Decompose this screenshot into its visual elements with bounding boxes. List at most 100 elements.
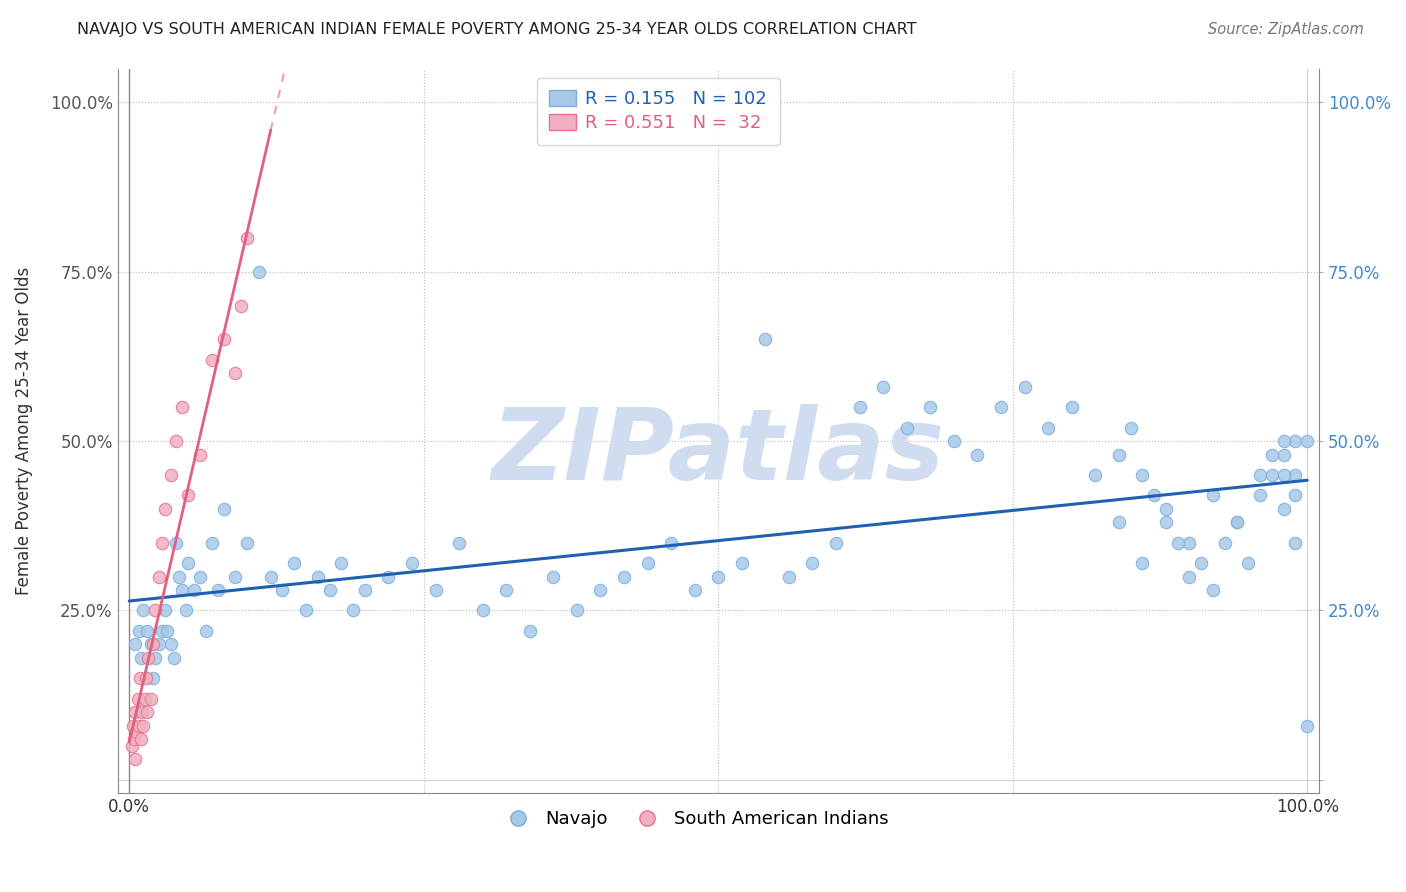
Y-axis label: Female Poverty Among 25-34 Year Olds: Female Poverty Among 25-34 Year Olds bbox=[15, 267, 32, 595]
Point bbox=[1284, 434, 1306, 449]
Point bbox=[1119, 420, 1142, 434]
Point bbox=[1036, 420, 1059, 434]
Point bbox=[613, 569, 636, 583]
Point bbox=[1261, 467, 1284, 482]
Point bbox=[159, 637, 181, 651]
Point bbox=[942, 434, 965, 449]
Point bbox=[1225, 516, 1247, 530]
Point bbox=[589, 583, 612, 598]
Point bbox=[174, 603, 197, 617]
Point bbox=[896, 420, 918, 434]
Point bbox=[377, 569, 399, 583]
Point bbox=[172, 401, 194, 415]
Point bbox=[163, 651, 186, 665]
Point bbox=[165, 535, 187, 549]
Point bbox=[1249, 488, 1271, 502]
Point bbox=[801, 556, 824, 570]
Point bbox=[188, 569, 211, 583]
Point bbox=[207, 583, 229, 598]
Point bbox=[1202, 488, 1225, 502]
Point bbox=[136, 705, 159, 719]
Point bbox=[132, 603, 155, 617]
Point bbox=[165, 434, 187, 449]
Point bbox=[125, 725, 148, 739]
Point bbox=[731, 556, 754, 570]
Point bbox=[495, 583, 517, 598]
Point bbox=[139, 691, 162, 706]
Point bbox=[966, 448, 988, 462]
Point bbox=[121, 739, 143, 753]
Point bbox=[128, 624, 150, 638]
Point bbox=[177, 556, 200, 570]
Point bbox=[124, 705, 146, 719]
Point bbox=[565, 603, 588, 617]
Point bbox=[129, 651, 152, 665]
Point bbox=[159, 467, 181, 482]
Point bbox=[1213, 535, 1236, 549]
Point bbox=[1178, 569, 1201, 583]
Legend: Navajo, South American Indians: Navajo, South American Indians bbox=[492, 803, 896, 835]
Point bbox=[778, 569, 800, 583]
Point bbox=[1014, 380, 1036, 394]
Point bbox=[449, 535, 471, 549]
Point bbox=[194, 624, 217, 638]
Point bbox=[1154, 501, 1177, 516]
Point bbox=[224, 569, 246, 583]
Point bbox=[128, 718, 150, 732]
Point bbox=[754, 333, 776, 347]
Point bbox=[139, 637, 162, 651]
Point bbox=[150, 535, 173, 549]
Point bbox=[183, 583, 205, 598]
Point bbox=[1284, 467, 1306, 482]
Point bbox=[148, 637, 170, 651]
Point bbox=[1130, 467, 1153, 482]
Point bbox=[212, 333, 235, 347]
Point bbox=[1108, 516, 1130, 530]
Point bbox=[637, 556, 659, 570]
Point bbox=[1272, 434, 1295, 449]
Point bbox=[143, 651, 166, 665]
Point bbox=[1272, 448, 1295, 462]
Point bbox=[142, 671, 165, 685]
Text: Source: ZipAtlas.com: Source: ZipAtlas.com bbox=[1208, 22, 1364, 37]
Text: ZIPatlas: ZIPatlas bbox=[492, 404, 945, 501]
Point bbox=[872, 380, 894, 394]
Point bbox=[283, 556, 305, 570]
Point bbox=[259, 569, 281, 583]
Point bbox=[134, 691, 156, 706]
Point bbox=[148, 569, 170, 583]
Point bbox=[1284, 535, 1306, 549]
Point bbox=[136, 651, 159, 665]
Point bbox=[201, 535, 224, 549]
Point bbox=[188, 448, 211, 462]
Point bbox=[1178, 535, 1201, 549]
Point bbox=[132, 718, 155, 732]
Point bbox=[1189, 556, 1212, 570]
Point bbox=[231, 299, 253, 313]
Point bbox=[129, 732, 152, 747]
Point bbox=[342, 603, 364, 617]
Point bbox=[271, 583, 294, 598]
Point bbox=[127, 691, 149, 706]
Point bbox=[543, 569, 565, 583]
Point bbox=[129, 671, 152, 685]
Point bbox=[143, 603, 166, 617]
Point bbox=[142, 637, 165, 651]
Point bbox=[825, 535, 848, 549]
Point bbox=[224, 367, 246, 381]
Text: NAVAJO VS SOUTH AMERICAN INDIAN FEMALE POVERTY AMONG 25-34 YEAR OLDS CORRELATION: NAVAJO VS SOUTH AMERICAN INDIAN FEMALE P… bbox=[77, 22, 917, 37]
Point bbox=[1225, 516, 1247, 530]
Point bbox=[848, 401, 870, 415]
Point bbox=[1084, 467, 1107, 482]
Point bbox=[1296, 718, 1319, 732]
Point bbox=[124, 637, 146, 651]
Point bbox=[121, 718, 143, 732]
Point bbox=[153, 603, 176, 617]
Point bbox=[1060, 401, 1083, 415]
Point bbox=[236, 231, 259, 245]
Point bbox=[201, 352, 224, 367]
Point bbox=[177, 488, 200, 502]
Point bbox=[135, 671, 157, 685]
Point bbox=[920, 401, 942, 415]
Point bbox=[124, 752, 146, 766]
